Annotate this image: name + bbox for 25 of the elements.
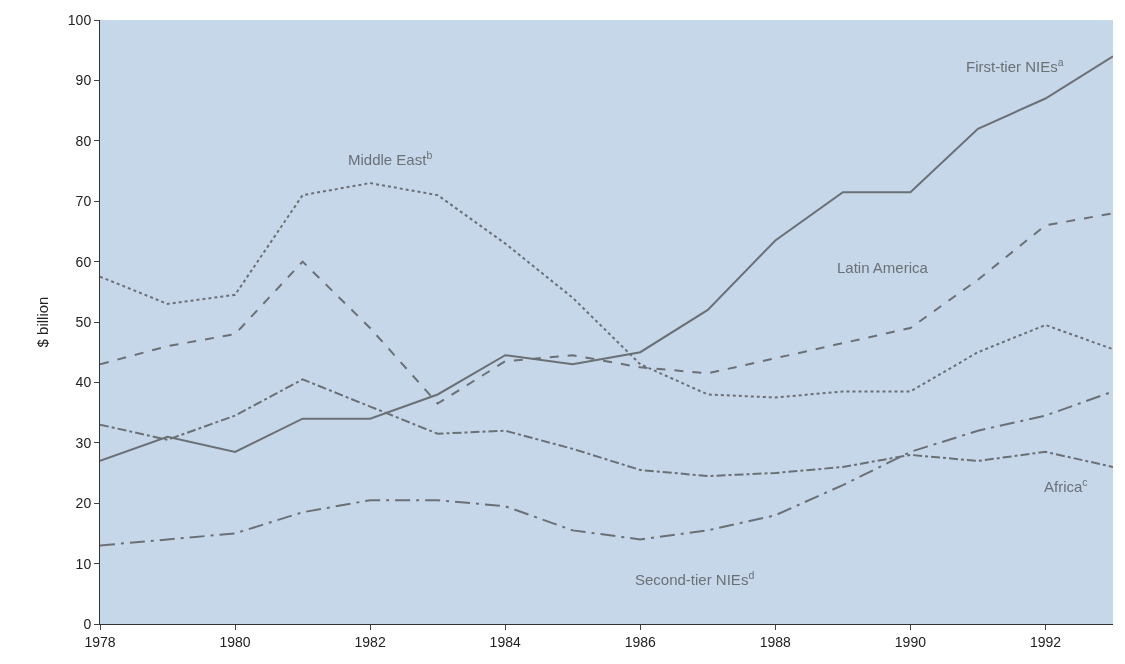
y-tick-label: 40 xyxy=(75,374,92,391)
y-tick-label: 0 xyxy=(83,615,92,632)
y-tick-label: 20 xyxy=(75,495,92,512)
y-tick-label: 50 xyxy=(75,313,92,330)
y-tick-label: 100 xyxy=(67,11,92,28)
y-tick-label: 10 xyxy=(75,555,92,572)
y-tick-label: 70 xyxy=(75,193,92,210)
x-tick-label: 1984 xyxy=(489,633,521,650)
text: Latin America xyxy=(837,259,929,276)
x-tick-label: 1978 xyxy=(84,633,116,650)
y-tick-label: 60 xyxy=(75,253,92,270)
x-tick-label: 1986 xyxy=(624,633,657,650)
series-label: Africa$^{c}$ xyxy=(1044,476,1088,496)
y-axis-title: $ billion xyxy=(34,296,52,348)
y-tick-label: 90 xyxy=(75,72,92,89)
y-tick-label: 30 xyxy=(75,434,92,451)
x-tick-label: 1990 xyxy=(894,633,927,650)
x-tick-label: 1988 xyxy=(759,633,792,650)
x-tick-label: 1982 xyxy=(354,633,386,650)
y-tick-label: 80 xyxy=(75,132,92,149)
series-label: First-tier NIEs$^{a}$ xyxy=(966,56,1064,76)
series-label: Second-tier NIEs$^{d}$ xyxy=(635,569,755,589)
x-tick-label: 1980 xyxy=(219,633,251,650)
series-label: Middle East$^{b}$ xyxy=(348,149,433,169)
x-tick-label: 1992 xyxy=(1029,633,1062,650)
